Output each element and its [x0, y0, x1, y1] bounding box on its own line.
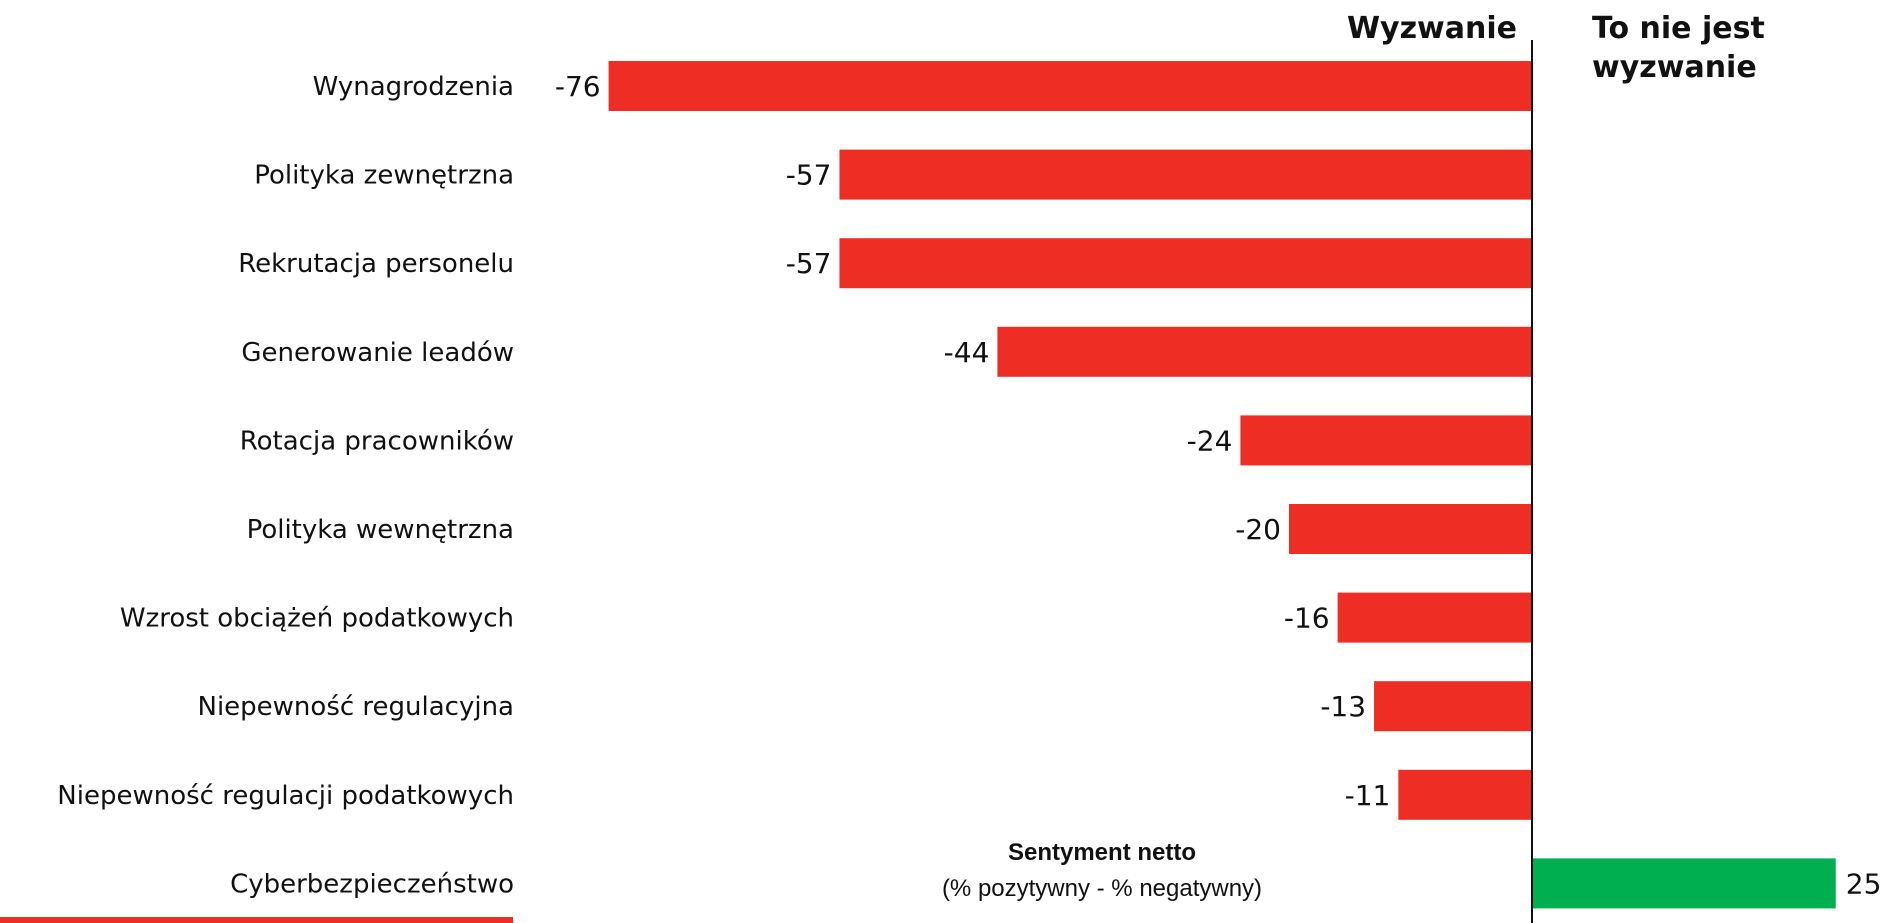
bar [608, 61, 1532, 111]
category-label: Niepewność regulacyjna [198, 692, 515, 722]
category-label: Polityka zewnętrzna [254, 161, 514, 191]
bar [1337, 592, 1532, 643]
bar [1240, 415, 1532, 466]
category-labels: Wynagrodzenia Polityka zewnętrzna Rekrutac… [57, 72, 514, 899]
category-label: Wzrost obciążeń podatkowych [120, 604, 514, 634]
bar [1398, 769, 1532, 820]
value-label: 25 [1846, 867, 1882, 900]
category-label: Cyberbezpieczeństwo [230, 869, 514, 899]
header-not-challenge-line1: To nie jest [1592, 11, 1765, 46]
value-label: -13 [1320, 690, 1366, 723]
bar [1289, 504, 1532, 554]
bar [839, 238, 1532, 289]
value-label: -24 [1187, 424, 1233, 457]
bar [997, 326, 1532, 377]
bar [839, 149, 1532, 200]
category-label: Wynagrodzenia [313, 72, 514, 102]
category-label: Polityka wewnętrzna [247, 515, 514, 545]
value-label: -57 [786, 247, 832, 280]
value-label: -76 [555, 70, 601, 103]
value-label: -11 [1345, 779, 1391, 812]
value-label: -57 [786, 159, 832, 192]
annotation-title: Sentyment netto [1008, 839, 1196, 866]
bars-layer [608, 61, 1836, 909]
value-label: -44 [944, 336, 990, 369]
category-label: Niepewność regulacji podatkowych [57, 781, 514, 811]
header-challenge: Wyzwanie [1347, 11, 1517, 46]
value-label: -16 [1284, 602, 1330, 635]
bar [1374, 681, 1532, 732]
category-label: Generowanie leadów [241, 338, 514, 368]
value-labels: -76 -57 -57 -44 -24 -20 -16 -13 -11 25 [555, 70, 1882, 900]
header-not-challenge-line2: wyzwanie [1592, 50, 1757, 85]
bar [1532, 858, 1836, 909]
category-label: Rotacja pracowników [240, 426, 514, 456]
annotation-subtitle: (% pozytywny - % negatywny) [942, 875, 1262, 902]
decorative-underline [0, 917, 513, 923]
category-label: Rekrutacja personelu [238, 249, 514, 279]
value-label: -20 [1235, 513, 1281, 546]
